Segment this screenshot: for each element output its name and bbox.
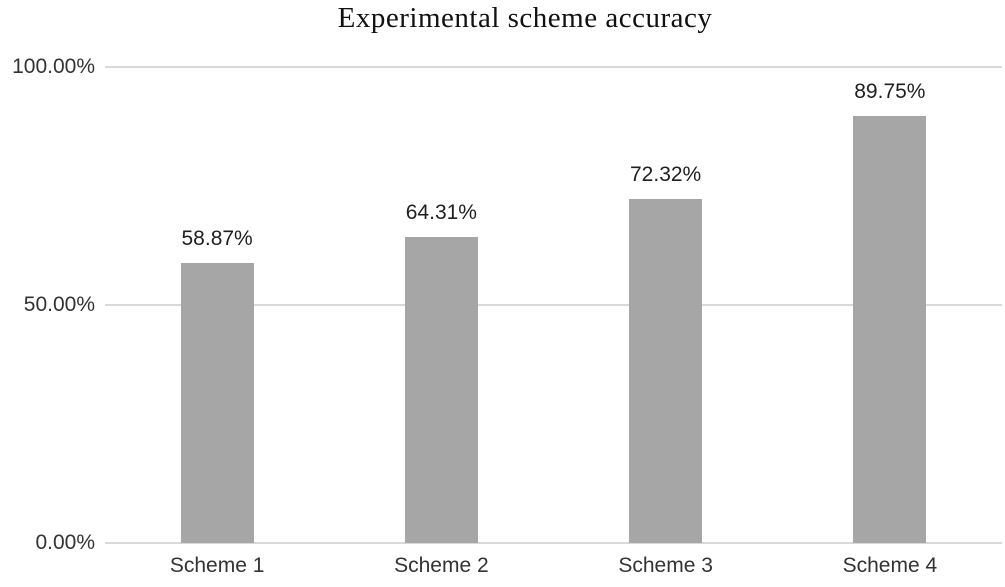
x-axis: Scheme 1 Scheme 2 Scheme 3 Scheme 4 xyxy=(105,552,1002,584)
bar-scheme-1 xyxy=(181,263,254,543)
bar-scheme-4 xyxy=(853,116,926,543)
y-tick-label: 50.00% xyxy=(23,293,95,316)
data-label: 72.32% xyxy=(630,163,702,186)
y-tick-label: 0.00% xyxy=(35,531,95,554)
data-label: 89.75% xyxy=(854,80,926,103)
x-tick-label: Scheme 3 xyxy=(618,554,713,577)
gridline xyxy=(105,542,1002,544)
gridline xyxy=(105,66,1002,68)
x-tick-label: Scheme 2 xyxy=(394,554,489,577)
bar-scheme-2 xyxy=(405,237,478,543)
y-axis: 0.00% 50.00% 100.00% xyxy=(0,0,95,587)
x-tick-label: Scheme 4 xyxy=(842,554,938,577)
bar-scheme-3 xyxy=(629,199,702,543)
chart-title: Experimental scheme accuracy xyxy=(337,2,713,34)
y-tick-label: 100.00% xyxy=(12,55,95,78)
plot-area: 58.87% 64.31% 72.32% 89.75% xyxy=(105,66,1002,544)
data-label: 64.31% xyxy=(405,201,477,224)
x-tick-label: Scheme 1 xyxy=(169,554,265,577)
gridline xyxy=(105,304,1002,306)
data-label: 58.87% xyxy=(181,227,253,250)
